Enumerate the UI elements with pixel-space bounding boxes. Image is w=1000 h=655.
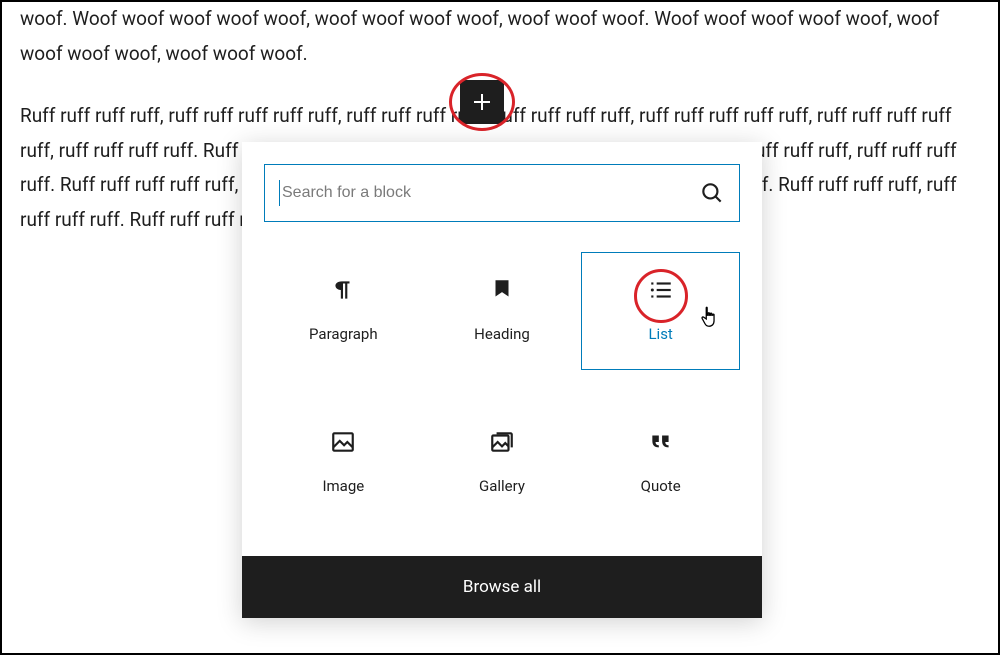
- text-cursor: [279, 180, 280, 206]
- search-input[interactable]: [282, 165, 699, 221]
- list-icon: [648, 277, 674, 303]
- image-icon: [330, 429, 356, 455]
- block-item-heading[interactable]: Heading: [423, 252, 582, 370]
- block-label: Quote: [641, 477, 681, 497]
- block-item-quote[interactable]: Quote: [581, 404, 740, 522]
- block-label: Paragraph: [309, 325, 378, 345]
- block-item-paragraph[interactable]: Paragraph: [264, 252, 423, 370]
- gallery-icon: [489, 429, 515, 455]
- block-label: List: [648, 325, 672, 345]
- cursor-pointer-icon: [698, 305, 720, 331]
- block-label: Gallery: [479, 477, 525, 497]
- block-label: Image: [322, 477, 364, 497]
- block-grid: Paragraph Heading List: [242, 232, 762, 556]
- block-item-image[interactable]: Image: [264, 404, 423, 522]
- browse-all-button[interactable]: Browse all: [242, 556, 762, 618]
- block-inserter-popover: Paragraph Heading List: [242, 142, 762, 618]
- search-icon: [699, 180, 725, 206]
- paragraph-icon: [330, 277, 356, 303]
- block-label: Heading: [474, 325, 530, 345]
- block-item-list[interactable]: List: [581, 252, 740, 370]
- plus-icon: [470, 90, 494, 114]
- add-block-button[interactable]: [460, 80, 504, 124]
- heading-icon: [489, 277, 515, 303]
- block-item-gallery[interactable]: Gallery: [423, 404, 582, 522]
- body-paragraph-1: woof. Woof woof woof woof woof, woof woo…: [20, 2, 980, 71]
- quote-icon: [648, 429, 674, 455]
- search-box[interactable]: [264, 164, 740, 222]
